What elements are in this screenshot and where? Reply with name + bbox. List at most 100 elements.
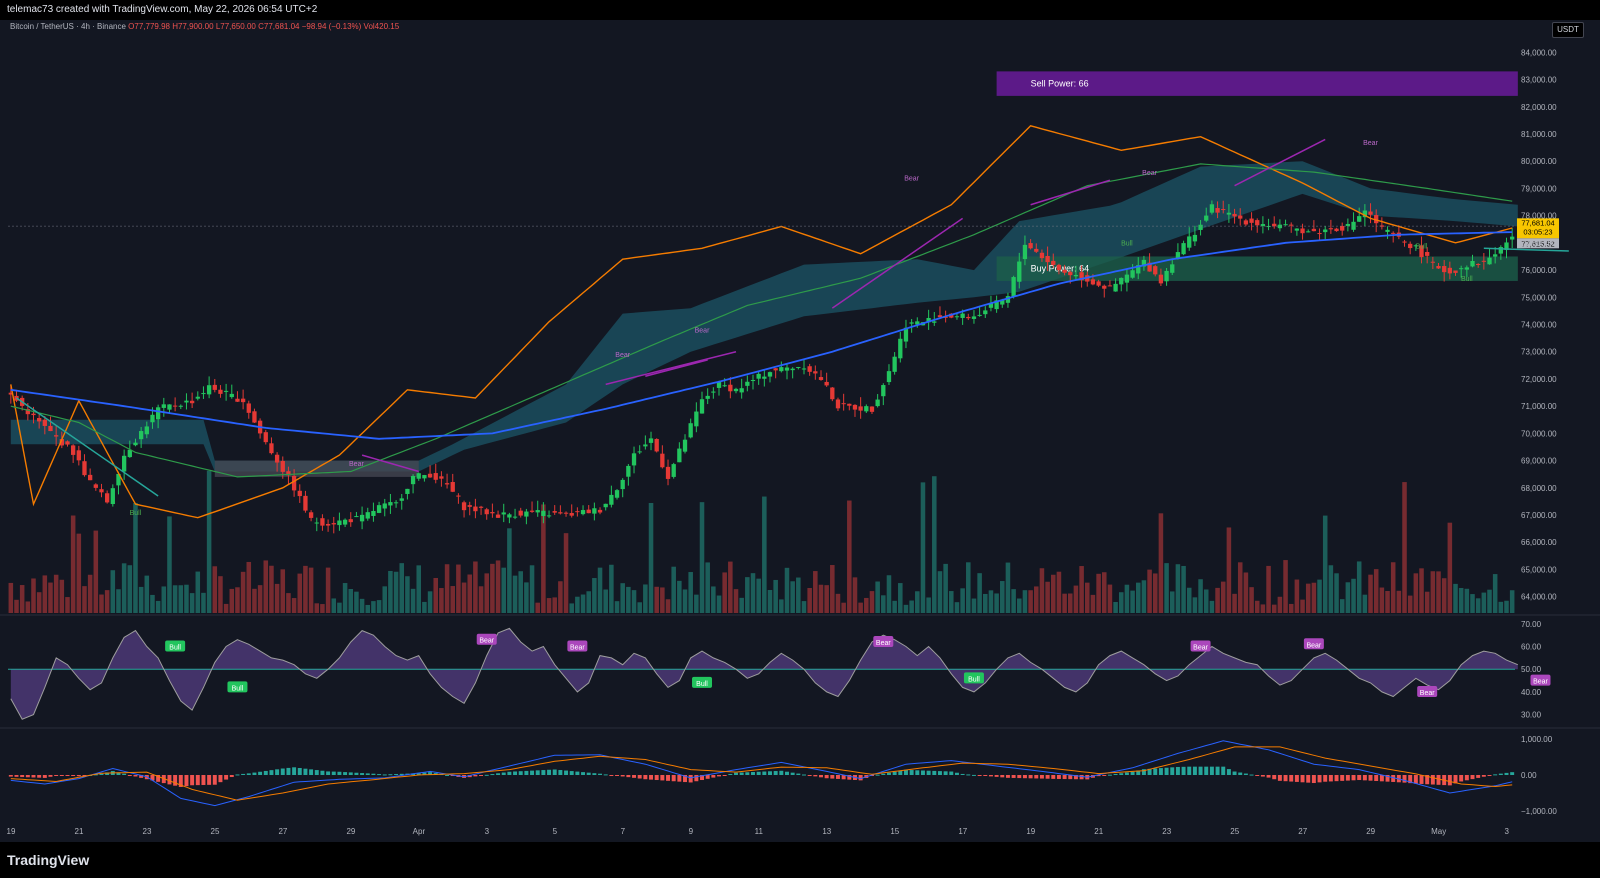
macd-histogram-bar (541, 770, 546, 775)
candle-body (915, 321, 920, 325)
volume-bar (121, 563, 127, 613)
volume-bar (478, 586, 484, 613)
macd-histogram-bar (445, 775, 450, 776)
symbol-name[interactable]: Bitcoin / TetherUS · 4h · Binance (10, 22, 126, 31)
rsi-area (10, 628, 1518, 720)
macd-histogram-bar (626, 775, 631, 778)
bear-label: Bear (349, 461, 364, 468)
tradingview-logo[interactable]: TradingView (7, 852, 90, 868)
macd-histogram-bar (1470, 775, 1475, 780)
volume-bar (1135, 582, 1141, 613)
macd-histogram-bar (920, 770, 925, 775)
volume-bar (8, 582, 14, 613)
rsi-bear-label: Bear (1306, 642, 1321, 649)
macd-histogram-bar (1379, 775, 1384, 782)
candle-body (1124, 274, 1130, 283)
candle-body (1323, 229, 1328, 233)
currency-button[interactable]: USDT (1552, 22, 1584, 38)
macd-histogram-bar (807, 775, 812, 776)
volume-bar (915, 591, 920, 613)
candle-body (512, 516, 518, 518)
volume-bar (1175, 564, 1181, 613)
candle-body (201, 393, 206, 395)
macd-histogram-bar (1113, 773, 1118, 775)
candle-body (495, 514, 501, 518)
macd-histogram-bar (218, 775, 223, 783)
macd-histogram-bar (365, 773, 370, 775)
rsi-bull-label: Bull (968, 676, 980, 683)
volume-bar (575, 596, 580, 613)
macd-histogram-bar (966, 774, 971, 776)
candle-body (359, 514, 365, 522)
macd-histogram-bar (1056, 775, 1061, 779)
candle-body (864, 406, 869, 412)
price-axis-label: 66,000.00 (1521, 538, 1557, 547)
time-axis-label: 19 (1026, 827, 1035, 836)
candle-body (229, 393, 234, 398)
macd-histogram-bar (246, 773, 251, 775)
macd-histogram-bar (292, 767, 297, 775)
volume-bar (1453, 583, 1458, 613)
candle-body (1334, 228, 1339, 232)
macd-histogram-bar (1170, 767, 1175, 775)
candle-body (552, 511, 557, 513)
candle-body (1266, 226, 1271, 228)
candle-body (388, 502, 393, 506)
volume-bar (246, 561, 252, 613)
macd-histogram-bar (1221, 766, 1226, 775)
time-axis-label: 25 (211, 827, 220, 836)
volume-bar (1084, 582, 1090, 613)
candle-body (1113, 283, 1118, 292)
macd-histogram-bar (25, 775, 30, 778)
ichimoku-cloud (10, 161, 1518, 472)
time-axis-label: 29 (1366, 827, 1375, 836)
candle-body (682, 439, 688, 452)
macd-histogram-bar (1266, 775, 1271, 778)
macd-histogram-bar (8, 775, 13, 777)
candle-body (371, 510, 376, 516)
volume-bar (1436, 571, 1441, 613)
volume-bar (1430, 571, 1436, 613)
candle-body (1385, 229, 1390, 232)
macd-histogram-bar (1351, 775, 1356, 781)
rsi-bear-label: Bear (876, 640, 891, 647)
volume-bar (1311, 582, 1317, 613)
volume-bar (818, 584, 824, 613)
macd-histogram-bar (977, 775, 982, 776)
macd-histogram-bar (1243, 773, 1248, 775)
macd-histogram-bar (586, 772, 591, 775)
rsi-bull-label: Bull (169, 645, 181, 652)
candle-body (348, 519, 353, 523)
volume-bar (779, 599, 784, 613)
candle-body (756, 373, 761, 379)
volume-bar (1220, 581, 1226, 613)
candle-body (563, 512, 569, 514)
macd-histogram-bar (1187, 766, 1192, 775)
volume-bar (218, 576, 223, 613)
volume-bar (1481, 592, 1487, 613)
volume-bar (416, 565, 422, 613)
volume-bar (235, 587, 240, 613)
candle-body (881, 385, 886, 397)
volume-bar (1300, 599, 1305, 613)
candle-body (592, 508, 597, 514)
candle-body (705, 395, 710, 399)
macd-histogram-bar (382, 774, 387, 776)
bear-divergence-line (1030, 179, 1111, 206)
volume-bar (1475, 598, 1481, 613)
macd-histogram-bar (1136, 770, 1141, 775)
candle-body (750, 379, 756, 381)
rsi-bear-badge (1417, 685, 1438, 697)
macd-histogram-bar (1238, 772, 1243, 775)
macd-histogram-bar (76, 775, 81, 777)
candle-body (847, 403, 852, 406)
volume-bar (1118, 592, 1124, 613)
price-axis-label: 71,000.00 (1521, 402, 1557, 411)
ohlc-open: O77,779.98 (128, 22, 170, 31)
macd-histogram-bar (1408, 775, 1413, 784)
volume-bar (1051, 574, 1056, 613)
volume-bar (830, 565, 835, 613)
candle-body (337, 520, 342, 526)
macd-histogram-bar (258, 771, 263, 775)
